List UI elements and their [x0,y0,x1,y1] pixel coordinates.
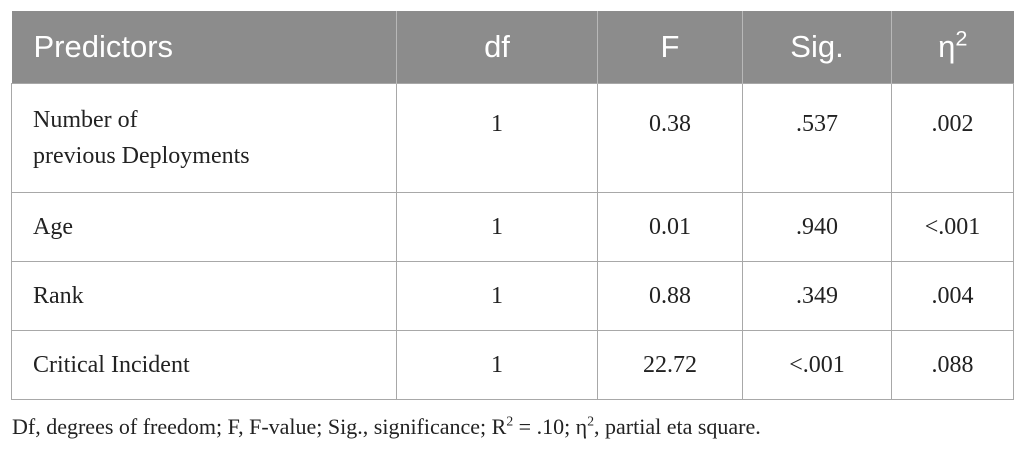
header-eta-superscript: 2 [955,25,968,51]
df-cell: 1 [396,192,598,262]
footnote-text-1: Df, degrees of freedom; F, F-value; Sig.… [12,414,507,439]
table-row: Number of previous Deployments 1 0.38 .53… [11,83,1014,193]
table-row: Age 1 0.01 .940 <.001 [11,192,1014,262]
anova-table: Predictors df F Sig. η2 Number of previou… [11,11,1014,400]
eta-cell: .002 [891,83,1014,193]
eta-cell: .004 [891,261,1014,331]
predictor-cell: Critical Incident [11,330,397,400]
sig-cell: <.001 [742,330,892,400]
eta-cell: .088 [891,330,1014,400]
predictor-cell: Age [11,192,397,262]
df-cell: 1 [396,83,598,193]
header-sig: Sig. [742,11,892,84]
footnote-superscript-1: 2 [506,413,514,429]
eta-cell: <.001 [891,192,1014,262]
f-cell: 0.01 [597,192,743,262]
predictor-line-1: Number of [33,107,138,133]
table-row: Critical Incident 1 22.72 <.001 .088 [11,330,1014,400]
header-predictors: Predictors [11,11,397,84]
f-cell: 22.72 [597,330,743,400]
df-cell: 1 [396,261,598,331]
table-footnote: Df, degrees of freedom; F, F-value; Sig.… [12,414,761,440]
sig-cell: .537 [742,83,892,193]
sig-cell: .940 [742,192,892,262]
header-f: F [597,11,743,84]
f-cell: 0.38 [597,83,743,193]
footnote-superscript-2: 2 [587,413,594,429]
df-cell: 1 [396,330,598,400]
footnote-text-2: = .10; η [513,414,588,439]
table-row: Rank 1 0.88 .349 .004 [11,261,1014,331]
f-cell: 0.88 [597,261,743,331]
header-df: df [396,11,598,84]
predictor-cell: Rank [11,261,397,331]
header-eta-squared: η2 [891,11,1014,84]
header-row: Predictors df F Sig. η2 [11,11,1014,84]
sig-cell: .349 [742,261,892,331]
predictor-line-2: previous Deployments [33,143,250,169]
predictor-cell: Number of previous Deployments [11,83,397,193]
header-eta-symbol: η [938,29,956,64]
footnote-text-3: , partial eta square. [594,414,761,439]
